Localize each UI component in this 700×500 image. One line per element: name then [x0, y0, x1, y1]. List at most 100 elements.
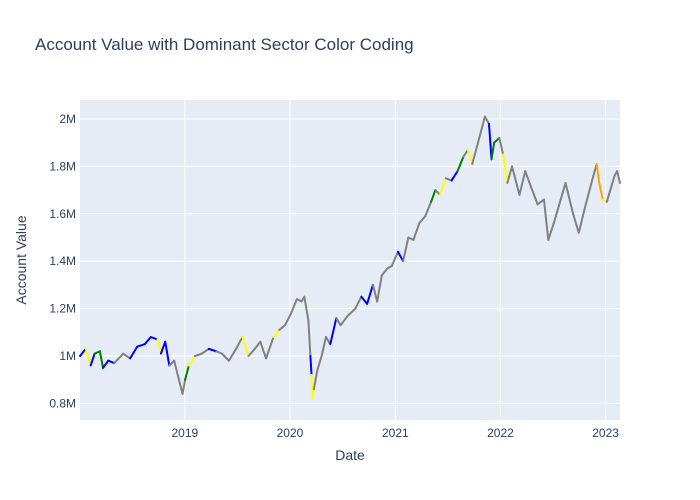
x-tick-label: 2019 [171, 426, 198, 440]
series-segment-blue [143, 336, 152, 346]
series-segment-blue [149, 336, 159, 341]
series-segment-yellow [187, 355, 196, 367]
series-segment-gray [536, 198, 545, 206]
series-segment-green [98, 350, 105, 369]
series-segment-gray [390, 250, 399, 267]
series-segment-gray [380, 267, 389, 277]
series-segment-green [493, 136, 501, 144]
y-axis-title: Account Value [13, 215, 29, 304]
series-segment-gray [577, 208, 586, 234]
series-segment-gray [339, 314, 349, 327]
series-segment-blue [79, 347, 87, 357]
series-segment-gray [265, 336, 275, 360]
series-segment-gray [524, 170, 532, 187]
series-segment-gray [529, 184, 539, 206]
series-segment-blue [102, 359, 110, 369]
series-segment-gray [346, 307, 357, 317]
series-segment-gray [471, 141, 480, 165]
series-segment-gray [259, 340, 268, 360]
series-segment-gray [376, 274, 383, 303]
series-segment-gray [220, 352, 230, 362]
series-segment-gray [511, 165, 521, 196]
y-tick-label: 1.2M [49, 302, 76, 316]
series-segment-gray [312, 369, 319, 391]
series-segment-blue [360, 295, 369, 305]
series-segment-blue [487, 122, 493, 161]
series-segment-blue [89, 352, 96, 367]
series-segment-gray [371, 283, 379, 303]
series-segment-gray [424, 200, 433, 218]
x-tick-label: 2021 [382, 426, 409, 440]
series-segment-blue [207, 347, 218, 353]
series-segment-blue [309, 355, 313, 376]
series-segment-gray [303, 295, 310, 322]
series-segment-gray [552, 181, 567, 225]
series-segment-gray [591, 163, 598, 182]
x-tick-label: 2023 [592, 426, 619, 440]
series-segment-gray [616, 170, 621, 184]
series-segment-gray [547, 222, 555, 241]
series-segment-green [490, 141, 496, 161]
gridlines [80, 100, 620, 420]
series-segment-gray [307, 319, 312, 357]
series-segment-gray [572, 212, 580, 234]
series-segment-yellow [311, 388, 315, 400]
series-segment-gray [477, 115, 486, 144]
series-segment-blue [129, 345, 139, 360]
series-segment-gray [418, 215, 427, 225]
series-segment-gray [122, 352, 132, 360]
series-segment-yellow [272, 328, 281, 339]
series-segment-blue [396, 250, 405, 263]
series-segment-gray [498, 136, 505, 156]
series-segment-gray [444, 177, 453, 182]
series-segment-gray [290, 298, 298, 315]
y-tick-label: 0.8M [49, 396, 76, 410]
series-segment-green [184, 364, 190, 381]
series-segment-gray [227, 347, 238, 362]
chart-title: Account Value with Dominant Sector Color… [35, 35, 414, 54]
series-segment-gray [215, 350, 223, 355]
series-segment-gray [412, 222, 421, 241]
x-axis-title: Date [335, 447, 365, 463]
y-tick-label: 2M [59, 112, 76, 126]
series-segment-blue [136, 343, 146, 348]
x-tick-label: 2022 [487, 426, 514, 440]
series-segment-blue [107, 359, 116, 365]
series-segment-gray [193, 352, 203, 357]
series-segment-gray [354, 295, 363, 310]
series-segment-gray [564, 181, 575, 215]
x-tick-labels: 2019 2020 2021 2022 2023 [171, 426, 619, 440]
series-segment-yellow [439, 177, 447, 196]
series-segment-gray [462, 148, 469, 158]
series-segment-yellow [241, 336, 250, 357]
series-segment-blue [366, 283, 374, 305]
series-segment-gray [605, 191, 611, 203]
series-segment-gray [320, 336, 327, 357]
series-segment-gray [316, 355, 323, 372]
series-segment-yellow [466, 148, 474, 165]
series-segment-gray [402, 236, 410, 263]
series-segment-gray [542, 198, 550, 241]
series-segment-gray [113, 352, 125, 365]
series-segment-blue [450, 170, 459, 182]
series-segment-green [456, 155, 465, 173]
series-segment-blue [164, 340, 171, 367]
series-segment-orange [595, 163, 601, 184]
series-segment-gray [335, 317, 342, 327]
y-tick-label: 1M [59, 349, 76, 363]
series-segment-gray [181, 378, 187, 395]
series-segment-orange [598, 181, 604, 201]
series-segment-gray [483, 115, 490, 125]
series-segment-yellow [156, 338, 162, 355]
x-tick-label: 2020 [277, 426, 304, 440]
series-segment-gray [284, 312, 293, 327]
series-segment-yellow [84, 347, 92, 367]
series-segment-gray [518, 170, 527, 196]
series-segment-blue [159, 340, 167, 355]
y-tick-labels: 0.8M 1M 1.2M 1.4M 1.6M 1.8M 2M [49, 112, 76, 410]
account-value-series [79, 115, 621, 400]
series-segment-gray [608, 174, 616, 194]
series-segment-gray [278, 324, 287, 331]
series-segment-yellow [502, 153, 509, 184]
